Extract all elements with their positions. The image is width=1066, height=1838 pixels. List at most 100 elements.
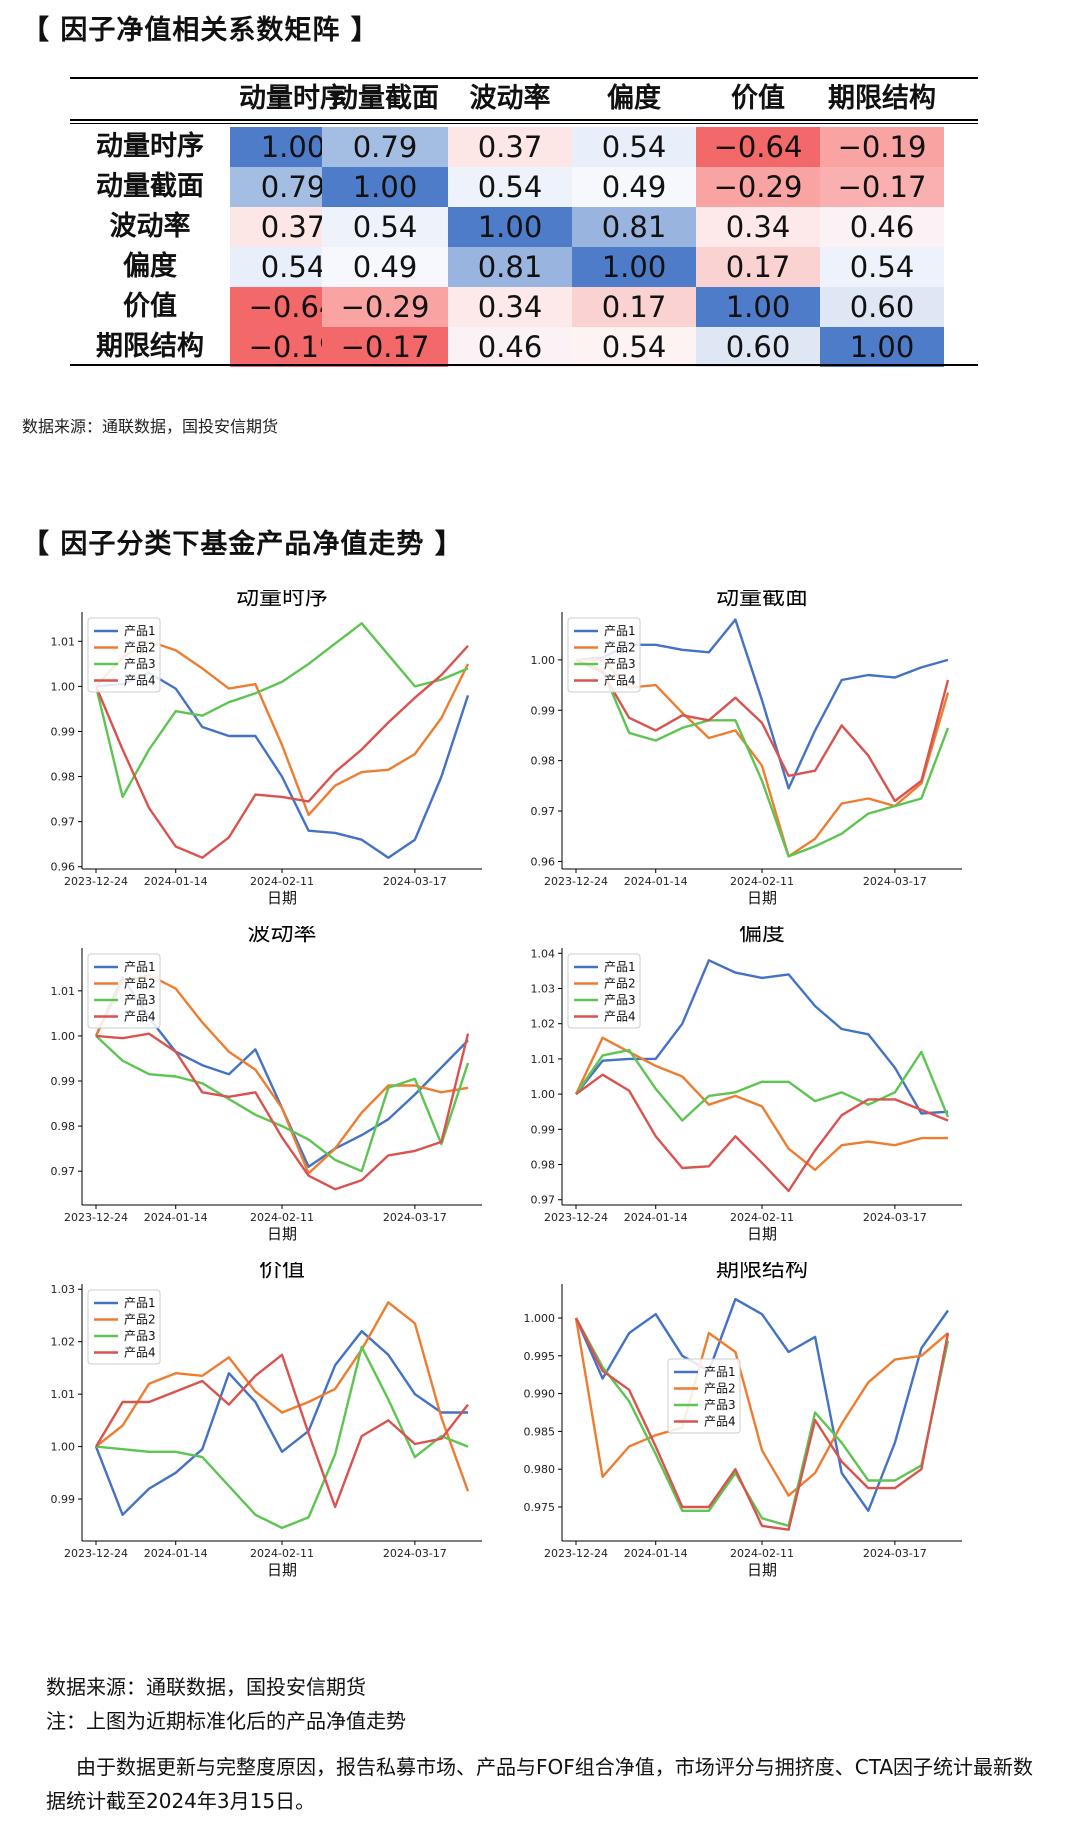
matrix-cell: −0.19 — [820, 127, 944, 167]
column-header: 波动率 — [469, 83, 551, 114]
x-tick-label: 2024-02-11 — [730, 1547, 794, 1560]
series-line-1 — [575, 959, 949, 1115]
matrix-cell: 0.54 — [572, 127, 696, 167]
chart-skewness: 偏度 0.97 0.98 0.99 1.00 1.01 1.02 1.03 1.04 2023-1… — [531, 926, 962, 1243]
matrix-cell: −0.17 — [820, 167, 944, 207]
y-tick-label: 1.01 — [51, 635, 76, 648]
matrix-cell: 0.79 — [230, 167, 356, 207]
y-tick-label: 0.97 — [531, 805, 556, 818]
y-tick-label: 1.02 — [51, 1336, 76, 1349]
y-tick-label: 0.96 — [531, 855, 556, 868]
legend-label: 产品1 — [124, 624, 156, 638]
legend-label: 产品3 — [124, 657, 156, 671]
chart-title: 动量截面 — [716, 590, 808, 610]
y-tick-label: 0.98 — [531, 1159, 556, 1172]
matrix-cell: 0.54 — [448, 167, 572, 207]
matrix-cell: −0.64 — [696, 127, 820, 167]
matrix-cell: 0.54 — [322, 207, 448, 247]
matrix-cell: 0.49 — [572, 167, 696, 207]
chart-momentum-timeseries: 动量时序 0.96 0.97 0.98 0.99 1.00 1.01 2023-12-24 20… — [51, 590, 482, 907]
y-tick-label: 1.00 — [51, 1030, 76, 1043]
legend-label: 产品2 — [604, 977, 636, 991]
matrix-cell: 0.17 — [696, 247, 820, 287]
legend-label: 产品3 — [704, 1398, 736, 1412]
chart-title: 偏度 — [739, 926, 785, 946]
column-header: 期限结构 — [828, 83, 936, 114]
x-tick-label: 2024-02-11 — [730, 1211, 794, 1224]
matrix-cell: 1.00 — [820, 327, 944, 367]
x-tick-label: 2024-03-17 — [863, 1547, 927, 1560]
legend-label: 产品2 — [124, 641, 156, 655]
x-axis-label: 日期 — [267, 889, 297, 907]
x-tick-label: 2023-12-24 — [544, 1211, 608, 1224]
legend-box — [567, 617, 641, 693]
matrix-cell: 0.17 — [572, 287, 696, 327]
y-tick-label: 1.00 — [51, 1441, 76, 1454]
chart-title: 价值 — [259, 1262, 305, 1282]
row-header: 偏度 — [123, 251, 177, 282]
series-line-4 — [94, 644, 469, 859]
table-rule — [70, 77, 978, 79]
x-tick-label: 2024-03-17 — [863, 1211, 927, 1224]
x-tick-label: 2024-01-14 — [144, 1211, 208, 1224]
chart-title: 期限结构 — [716, 1262, 808, 1282]
y-tick-label: 1.03 — [51, 1283, 76, 1296]
legend-box — [87, 953, 161, 1029]
x-tick-label: 2024-03-17 — [383, 1211, 447, 1224]
section-title-correlation: 【 因子净值相关系数矩阵 】 — [22, 15, 379, 46]
matrix-cell: 0.46 — [448, 327, 572, 367]
x-tick-label: 2024-03-17 — [383, 1547, 447, 1560]
legend-box — [667, 1358, 741, 1434]
matrix-cell: 0.60 — [696, 327, 820, 367]
x-tick-label: 2023-12-24 — [544, 1547, 608, 1560]
x-tick-label: 2023-12-24 — [544, 875, 608, 888]
y-tick-label: 0.97 — [531, 1194, 556, 1207]
series-line-3 — [575, 1048, 950, 1122]
x-tick-label: 2024-02-11 — [250, 875, 314, 888]
matrix-cell: 0.54 — [572, 327, 696, 367]
legend-label: 产品4 — [124, 1346, 156, 1360]
matrix-cell: −0.29 — [696, 167, 820, 207]
table-rule — [70, 364, 978, 366]
series-line-3 — [94, 622, 469, 799]
legend-label: 产品1 — [604, 960, 636, 974]
matrix-cell: −0.29 — [322, 287, 448, 327]
x-axis-label: 日期 — [267, 1225, 297, 1243]
column-header: 价值 — [731, 83, 785, 114]
y-tick-label: 0.98 — [51, 771, 76, 784]
row-header: 价值 — [123, 291, 177, 322]
y-tick-label: 0.99 — [51, 1493, 76, 1506]
legend-label: 产品1 — [604, 624, 636, 638]
x-tick-label: 2024-03-17 — [383, 875, 447, 888]
column-header: 偏度 — [607, 83, 661, 114]
column-header: 动量时序 — [239, 83, 347, 114]
y-tick-label: 0.99 — [531, 1123, 556, 1136]
legend-label: 产品2 — [124, 1313, 156, 1327]
row-header: 波动率 — [109, 211, 191, 242]
legend-label: 产品1 — [124, 960, 156, 974]
series-line-2 — [574, 1317, 949, 1497]
correlation-matrix-table: 动量时序 动量截面 波动率 偏度 价值 期限结构 动量时序 1.00 0.79 0.37 0.54−… — [70, 77, 978, 367]
y-tick-label: 1.01 — [51, 985, 76, 998]
chart-title: 动量时序 — [236, 590, 328, 610]
legend-label: 产品3 — [604, 993, 636, 1007]
footer-notes: 数据来源：通联数据，国投安信期货 注：上图为近期标准化后的产品净值走势 — [46, 1670, 406, 1738]
y-tick-label: 0.975 — [524, 1501, 556, 1514]
x-axis-label: 日期 — [747, 1225, 777, 1243]
data-source-note: 数据来源：通联数据，国投安信期货 — [22, 417, 279, 436]
y-tick-label: 0.97 — [51, 1165, 76, 1178]
matrix-cell: 0.37 — [448, 127, 572, 167]
y-tick-label: 1.03 — [531, 982, 556, 995]
y-tick-label: 1.000 — [524, 1312, 556, 1325]
y-tick-label: 1.00 — [51, 680, 76, 693]
y-tick-label: 0.985 — [524, 1425, 556, 1438]
x-tick-label: 2023-12-24 — [64, 875, 128, 888]
matrix-cell: 1.00 — [448, 207, 572, 247]
y-tick-label: 0.98 — [51, 1120, 76, 1133]
legend-label: 产品2 — [124, 977, 156, 991]
y-tick-label: 1.02 — [531, 1018, 556, 1031]
x-tick-label: 2023-12-24 — [64, 1211, 128, 1224]
x-tick-label: 2024-01-14 — [624, 1211, 688, 1224]
legend-box — [87, 1289, 161, 1365]
legend-box — [87, 617, 161, 693]
